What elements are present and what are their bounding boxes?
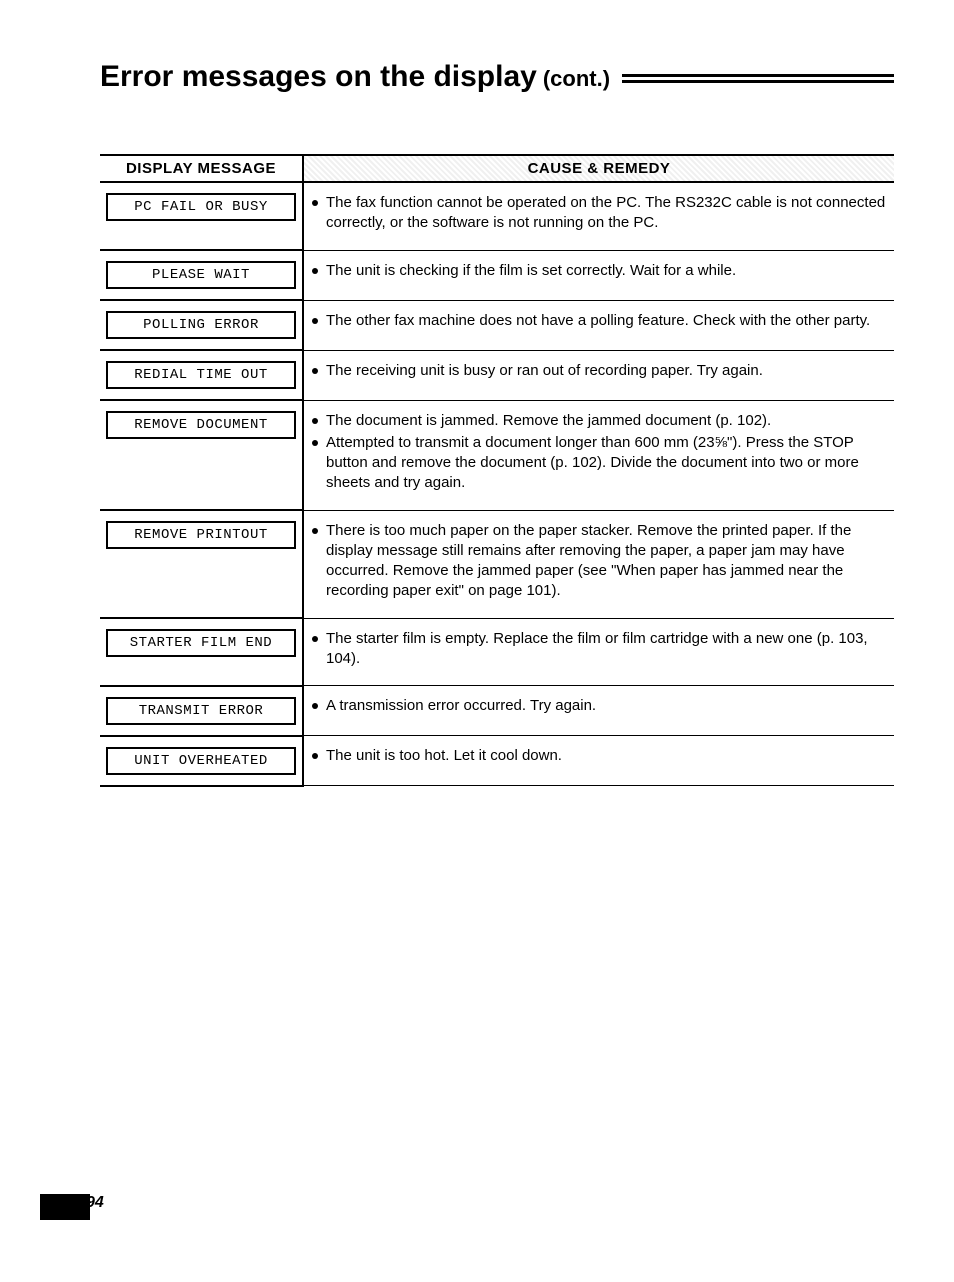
- remedy-list: The unit is too hot. Let it cool down.: [312, 746, 886, 766]
- table-row: PC FAIL OR BUSY The fax function cannot b…: [100, 182, 894, 250]
- remedy-item: A transmission error occurred. Try again…: [312, 696, 886, 716]
- remedy-cell: The unit is too hot. Let it cool down.: [303, 736, 894, 786]
- error-table: DISPLAY MESSAGE CAUSE & REMEDY PC FAIL O…: [100, 154, 894, 787]
- remedy-list: The fax function cannot be operated on t…: [312, 193, 886, 234]
- table-row: REDIAL TIME OUT The receiving unit is bus…: [100, 350, 894, 400]
- remedy-cell: The fax function cannot be operated on t…: [303, 182, 894, 250]
- remedy-item: The unit is too hot. Let it cool down.: [312, 746, 886, 766]
- message-cell: REDIAL TIME OUT: [100, 350, 303, 400]
- message-cell: UNIT OVERHEATED: [100, 736, 303, 786]
- header-display-message: DISPLAY MESSAGE: [100, 155, 303, 182]
- page-title-row: Error messages on the display (cont.): [100, 60, 894, 94]
- display-message-box: PLEASE WAIT: [106, 261, 296, 289]
- display-message-box: UNIT OVERHEATED: [106, 747, 296, 775]
- remedy-cell: There is too much paper on the paper sta…: [303, 510, 894, 618]
- remedy-item: The receiving unit is busy or ran out of…: [312, 361, 886, 381]
- message-cell: POLLING ERROR: [100, 300, 303, 350]
- page-title: Error messages on the display: [100, 60, 537, 94]
- message-cell: STARTER FILM END: [100, 618, 303, 686]
- page-tab-mark: [40, 1194, 90, 1220]
- remedy-cell: A transmission error occurred. Try again…: [303, 686, 894, 736]
- remedy-list: There is too much paper on the paper sta…: [312, 521, 886, 602]
- display-message-box: TRANSMIT ERROR: [106, 697, 296, 725]
- table-row: UNIT OVERHEATED The unit is too hot. Let …: [100, 736, 894, 786]
- message-cell: PC FAIL OR BUSY: [100, 182, 303, 250]
- remedy-list: The unit is checking if the film is set …: [312, 261, 886, 281]
- message-cell: TRANSMIT ERROR: [100, 686, 303, 736]
- table-row: TRANSMIT ERROR A transmission error occur…: [100, 686, 894, 736]
- remedy-list: The receiving unit is busy or ran out of…: [312, 361, 886, 381]
- table-row: REMOVE PRINTOUT There is too much paper o…: [100, 510, 894, 618]
- remedy-item: The other fax machine does not have a po…: [312, 311, 886, 331]
- message-cell: REMOVE PRINTOUT: [100, 510, 303, 618]
- title-rule: [622, 74, 894, 86]
- table-row: PLEASE WAIT The unit is checking if the f…: [100, 250, 894, 300]
- message-cell: PLEASE WAIT: [100, 250, 303, 300]
- remedy-item: The starter film is empty. Replace the f…: [312, 629, 886, 670]
- display-message-box: REMOVE PRINTOUT: [106, 521, 296, 549]
- display-message-box: REDIAL TIME OUT: [106, 361, 296, 389]
- remedy-item: The fax function cannot be operated on t…: [312, 193, 886, 234]
- header-cause-remedy: CAUSE & REMEDY: [303, 155, 894, 182]
- display-message-box: REMOVE DOCUMENT: [106, 411, 296, 439]
- remedy-list: The other fax machine does not have a po…: [312, 311, 886, 331]
- remedy-cell: The document is jammed. Remove the jamme…: [303, 400, 894, 510]
- remedy-cell: The receiving unit is busy or ran out of…: [303, 350, 894, 400]
- remedy-cell: The starter film is empty. Replace the f…: [303, 618, 894, 686]
- table-body: PC FAIL OR BUSY The fax function cannot b…: [100, 182, 894, 786]
- table-header-row: DISPLAY MESSAGE CAUSE & REMEDY: [100, 155, 894, 182]
- display-message-box: STARTER FILM END: [106, 629, 296, 657]
- remedy-list: The document is jammed. Remove the jamme…: [312, 411, 886, 494]
- remedy-item: The unit is checking if the film is set …: [312, 261, 886, 281]
- remedy-item: There is too much paper on the paper sta…: [312, 521, 886, 602]
- display-message-box: POLLING ERROR: [106, 311, 296, 339]
- table-row: STARTER FILM END The starter film is empt…: [100, 618, 894, 686]
- page-number: 94: [86, 1194, 104, 1212]
- remedy-item: The document is jammed. Remove the jamme…: [312, 411, 886, 431]
- remedy-cell: The other fax machine does not have a po…: [303, 300, 894, 350]
- remedy-item: Attempted to transmit a document longer …: [312, 433, 886, 494]
- table-row: POLLING ERROR The other fax machine does …: [100, 300, 894, 350]
- table-row: REMOVE DOCUMENT The document is jammed. R…: [100, 400, 894, 510]
- page-title-cont: (cont.): [543, 66, 610, 92]
- message-cell: REMOVE DOCUMENT: [100, 400, 303, 510]
- display-message-box: PC FAIL OR BUSY: [106, 193, 296, 221]
- remedy-list: The starter film is empty. Replace the f…: [312, 629, 886, 670]
- manual-page: Error messages on the display (cont.) DI…: [0, 0, 954, 1282]
- remedy-list: A transmission error occurred. Try again…: [312, 696, 886, 716]
- remedy-cell: The unit is checking if the film is set …: [303, 250, 894, 300]
